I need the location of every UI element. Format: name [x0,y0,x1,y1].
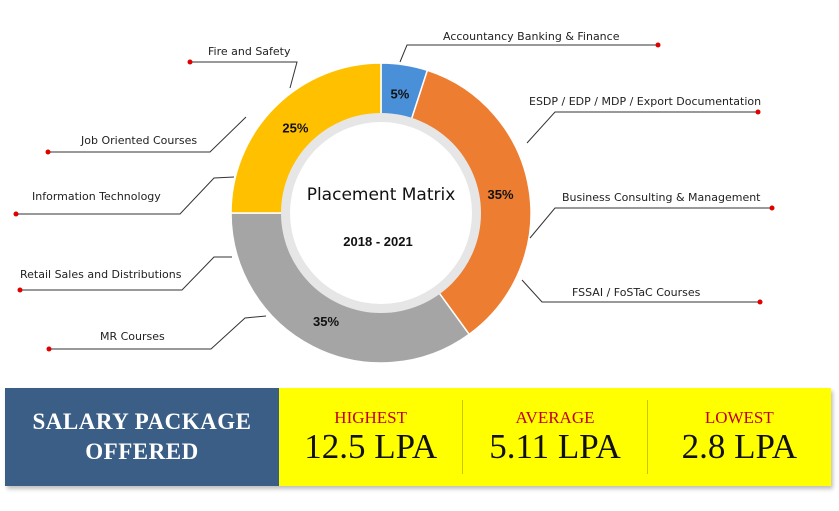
salary-stat-label: AVERAGE [515,408,595,427]
callout-label: Business Consulting & Management [562,191,761,204]
salary-stat-lowest: LOWEST 2.8 LPA [646,400,831,474]
callout-end-dot [45,149,51,155]
donut-inner-disc [290,122,472,304]
callout-leader-line [529,207,772,239]
salary-stat-label: HIGHEST [334,408,408,427]
salary-package-banner: SALARY PACKAGE OFFERED HIGHEST 12.5 LPA … [5,388,831,486]
callout-end-dot [655,42,661,48]
callout-label: Fire and Safety [208,45,291,58]
slice-percent-label: 35% [487,187,513,202]
callout-label: Accountancy Banking & Finance [443,30,620,43]
salary-title: SALARY PACKAGE OFFERED [5,388,279,486]
salary-title-line2: OFFERED [85,439,199,464]
salary-stat-value: 5.11 LPA [489,427,621,466]
salary-stat-average: AVERAGE 5.11 LPA [462,400,646,474]
salary-title-line1: SALARY PACKAGE [32,409,252,434]
callout-label: Information Technology [32,190,161,203]
callout-end-dot [46,346,52,352]
callout-leader-line [48,116,247,153]
callout-leader-line [16,176,235,215]
callout-leader-line [49,315,267,350]
salary-stat-value: 12.5 LPA [304,427,438,466]
chart-title: Placement Matrix [307,185,456,205]
placement-donut-chart: Placement Matrix 2018 - 2021 5% 35% 35% 25%… [13,30,775,364]
callout-end-dot [17,287,23,293]
callout-leader-line [526,111,758,144]
salary-stat-highest: HIGHEST 12.5 LPA [279,400,462,474]
callout-end-dot [757,299,763,305]
callout-label: Job Oriented Courses [80,134,197,147]
chart-subtitle: 2018 - 2021 [343,234,412,249]
salary-stats: HIGHEST 12.5 LPA AVERAGE 5.11 LPA LOWEST… [279,388,831,486]
salary-stat-label: LOWEST [704,408,774,427]
callout-leader-line [190,61,298,89]
slice-percent-label: 25% [282,120,308,135]
callout-leader-line [399,44,658,63]
callout-leader-line [20,256,232,291]
callout-label: FSSAI / FoSTaC Courses [572,286,701,299]
callout-label: ESDP / EDP / MDP / Export Documentation [529,95,761,108]
callout-end-dot [769,205,775,211]
slice-percent-label: 5% [391,86,410,101]
callout-end-dot [755,109,761,115]
slice-percent-label: 35% [313,314,339,329]
salary-stat-value: 2.8 LPA [681,427,798,466]
callout-label: MR Courses [100,330,165,343]
callout-end-dot [187,59,193,65]
callout-label: Retail Sales and Distributions [20,268,182,281]
callout-leader-line [521,279,760,303]
callout-end-dot [13,211,19,217]
